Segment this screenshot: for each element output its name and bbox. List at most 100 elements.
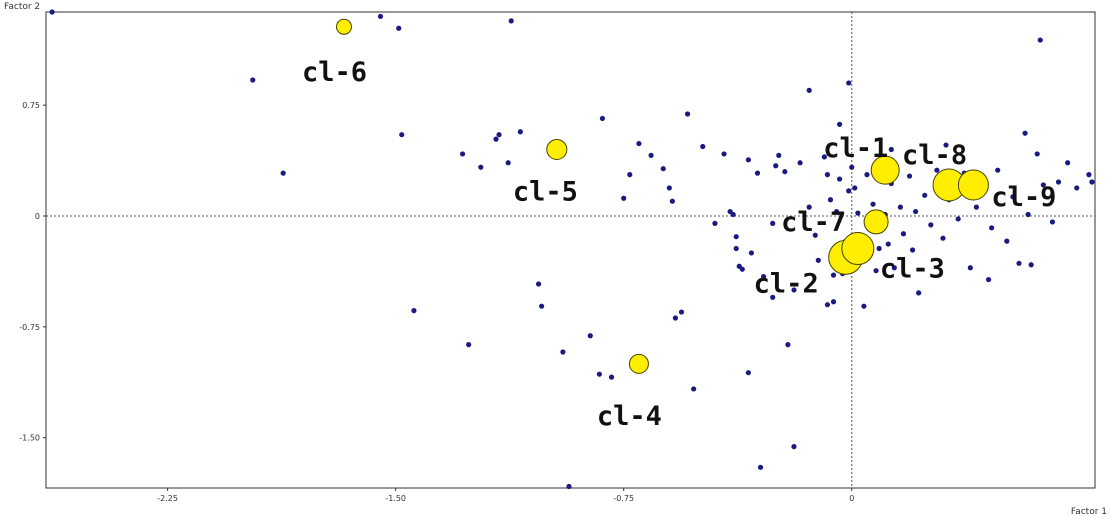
observation-point: [773, 163, 779, 169]
cluster-label-cl-5: cl-5: [513, 176, 578, 207]
observation-point: [943, 142, 949, 148]
observation-point: [1004, 238, 1010, 244]
plot-frame: [45, 11, 1096, 489]
observation-point: [876, 245, 882, 252]
observation-point: [836, 176, 843, 182]
observation-point: [666, 185, 672, 191]
observation-point: [517, 129, 523, 135]
observation-point: [955, 216, 961, 222]
observation-point: [833, 208, 840, 215]
observation-point: [648, 152, 654, 158]
observation-point: [1040, 182, 1046, 188]
observation-point: [940, 235, 946, 241]
observation-point: [712, 220, 718, 226]
observation-point: [885, 241, 891, 247]
observation-point: [745, 370, 751, 376]
cluster-bubble-cl-3: [841, 232, 875, 266]
observation-point: [782, 169, 788, 175]
observation-point: [535, 281, 542, 287]
observation-point: [660, 166, 666, 172]
observation-point: [1074, 185, 1080, 191]
cluster-bubble-cl-7: [863, 209, 889, 235]
observation-point: [745, 157, 751, 163]
observation-point: [1025, 211, 1031, 218]
cluster-bubble-cl-6: [335, 18, 352, 35]
cluster-label-cl-2: cl-2: [754, 268, 819, 299]
observation-point: [1028, 262, 1034, 268]
observation-point: [636, 140, 642, 147]
observation-point: [1086, 172, 1092, 178]
observation-point: [836, 121, 843, 127]
observation-point: [1055, 179, 1062, 185]
observation-point: [785, 342, 791, 348]
observation-point: [608, 374, 615, 380]
observation-point: [627, 172, 633, 178]
observation-point: [995, 167, 1001, 173]
y-tick-label: -1.50: [19, 434, 40, 443]
observation-point: [849, 164, 855, 170]
observation-point: [906, 173, 913, 179]
observation-point: [493, 136, 499, 142]
observation-point: [797, 160, 803, 166]
observation-point: [815, 257, 821, 263]
observation-point: [846, 188, 852, 194]
observation-point: [1010, 194, 1016, 200]
observation-point: [913, 208, 919, 215]
observation-point: [909, 247, 916, 253]
observation-point: [678, 309, 685, 315]
observation-point: [827, 197, 834, 203]
cluster-label-cl-4: cl-4: [597, 401, 662, 432]
observation-point: [466, 342, 472, 348]
observation-point: [973, 204, 980, 210]
x-tick-label: -2.25: [157, 494, 178, 503]
observation-point: [1037, 37, 1043, 43]
observation-point: [560, 349, 566, 355]
cluster-bubble-cl-1: [870, 155, 900, 185]
observation-point: [891, 265, 897, 271]
observation-point: [846, 80, 852, 86]
observation-point: [684, 111, 691, 117]
observation-point: [508, 18, 514, 24]
observation-point: [539, 303, 545, 309]
observation-point: [900, 231, 907, 237]
observation-point: [757, 464, 764, 470]
observation-point: [873, 268, 879, 274]
observation-point: [806, 87, 812, 93]
cluster-label-cl-7: cl-7: [781, 207, 846, 238]
observation-point: [496, 132, 502, 138]
observation-point: [399, 132, 405, 138]
observation-point: [791, 444, 797, 450]
observation-point: [888, 146, 894, 153]
observation-point: [770, 294, 776, 300]
observation-point: [669, 198, 675, 204]
observation-point: [700, 143, 706, 150]
observation-point: [730, 211, 736, 218]
y-tick-label: -0.75: [19, 323, 40, 332]
observation-point: [852, 185, 858, 191]
observation-point: [770, 220, 776, 226]
y-tick-label: 0.75: [22, 101, 40, 110]
observation-point: [596, 371, 602, 377]
observation-point: [776, 152, 782, 158]
cluster-bubble-cl-5: [546, 138, 568, 160]
observation-point: [864, 172, 870, 178]
observation-point: [824, 172, 831, 178]
observation-point: [791, 287, 797, 293]
observation-point: [733, 234, 739, 240]
observation-point: [49, 9, 55, 15]
observation-point: [1049, 219, 1056, 225]
observation-point: [459, 151, 466, 157]
observation-point: [1065, 160, 1071, 166]
observation-point: [748, 250, 755, 256]
cluster-label-cl-9: cl-9: [991, 182, 1056, 213]
observation-point: [812, 232, 818, 238]
observation-point: [989, 225, 995, 231]
observation-point: [599, 115, 606, 122]
observation-point: [967, 265, 973, 271]
observation-point: [721, 151, 727, 157]
observation-point: [897, 204, 904, 210]
x-tick-label: -1.50: [385, 494, 406, 503]
observation-point: [691, 386, 697, 392]
observation-point: [411, 308, 417, 314]
